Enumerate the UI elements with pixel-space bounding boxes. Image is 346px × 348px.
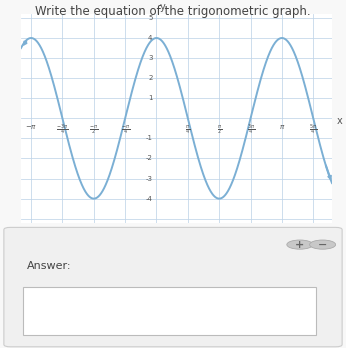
Text: -3: -3 <box>146 175 153 182</box>
FancyBboxPatch shape <box>24 287 316 335</box>
Text: Write the equation of the trigonometric graph.: Write the equation of the trigonometric … <box>35 5 311 18</box>
Text: 4: 4 <box>148 35 153 41</box>
Text: -4: -4 <box>146 196 153 201</box>
Circle shape <box>287 240 313 249</box>
Text: 2: 2 <box>148 75 153 81</box>
FancyBboxPatch shape <box>4 227 342 347</box>
Text: 5: 5 <box>148 15 153 21</box>
Text: Answer:: Answer: <box>27 261 71 271</box>
Text: $\frac{\pi}{4}$: $\frac{\pi}{4}$ <box>185 123 190 136</box>
Text: $\frac{3\pi}{4}$: $\frac{3\pi}{4}$ <box>246 123 255 137</box>
Text: -1: -1 <box>146 135 153 141</box>
Text: 1: 1 <box>148 95 153 101</box>
Text: −: − <box>318 240 327 250</box>
Text: $\pi$: $\pi$ <box>279 123 285 131</box>
Text: x: x <box>337 116 343 126</box>
Text: $\frac{-\pi}{2}$: $\frac{-\pi}{2}$ <box>89 123 98 136</box>
Text: -2: -2 <box>146 156 153 161</box>
Text: $\frac{-3\pi}{4}$: $\frac{-3\pi}{4}$ <box>56 123 69 137</box>
Text: $-\pi$: $-\pi$ <box>25 123 37 131</box>
Text: y: y <box>160 2 165 12</box>
Circle shape <box>310 240 336 249</box>
Text: $\frac{-\pi}{4}$: $\frac{-\pi}{4}$ <box>121 123 130 136</box>
Text: $\frac{5\pi}{4}$: $\frac{5\pi}{4}$ <box>309 123 317 137</box>
Text: +: + <box>295 240 304 250</box>
Text: $\frac{\pi}{2}$: $\frac{\pi}{2}$ <box>217 123 222 136</box>
Text: 3: 3 <box>148 55 153 61</box>
